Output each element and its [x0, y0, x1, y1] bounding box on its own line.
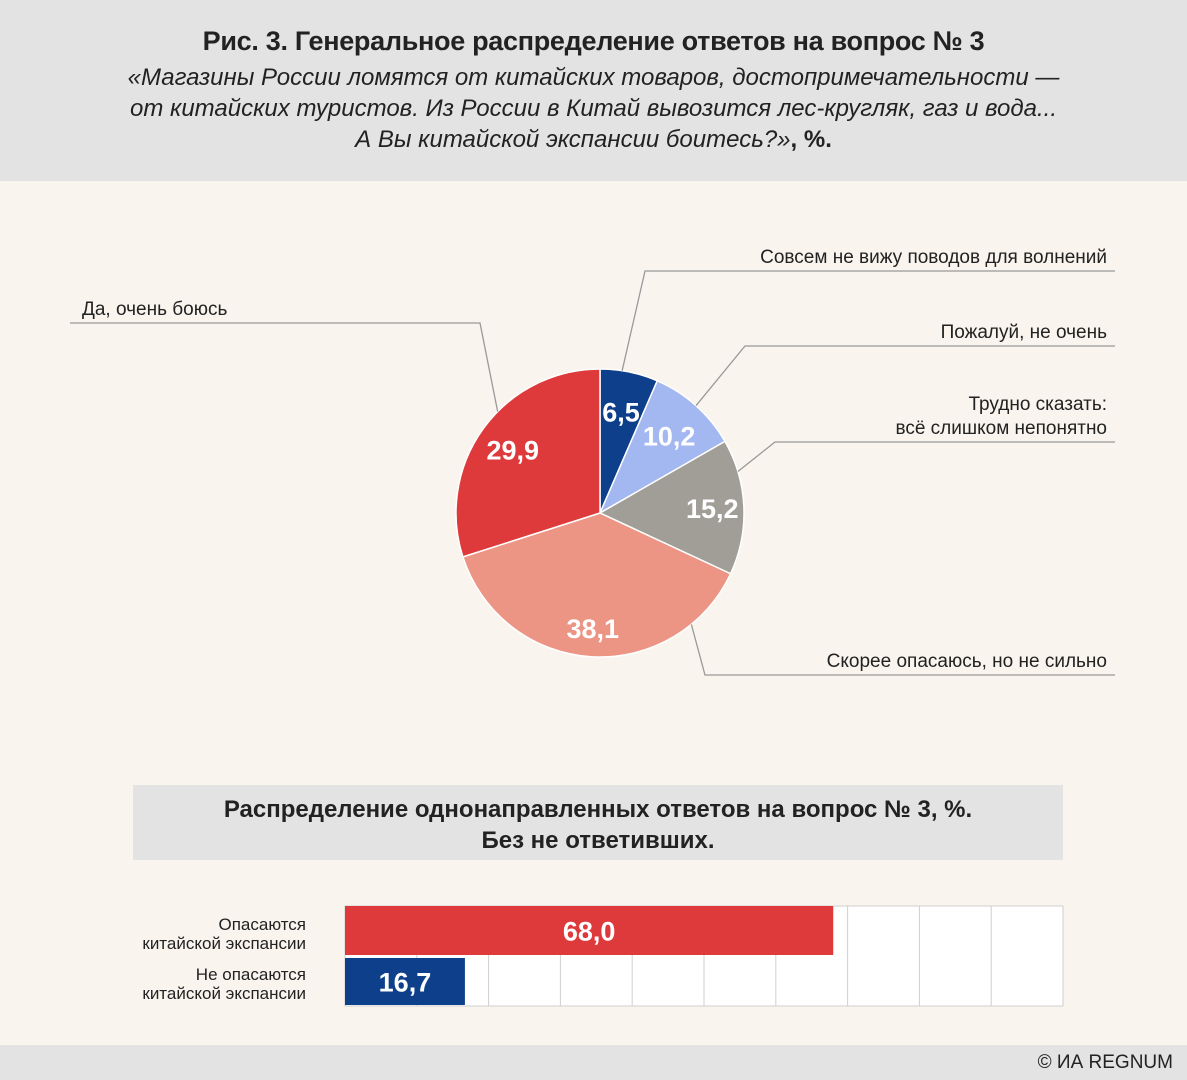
pie-slice-not-really: [598, 379, 726, 515]
figure-title: Рис. 3. Генеральное распределение ответо…: [202, 26, 985, 56]
bar-not-afraid: [345, 958, 465, 1005]
pie-label-uncertain-line-1: Трудно сказать:: [968, 394, 1107, 415]
subtitle-line-3: А Вы китайской экспансии боитесь?»: [355, 126, 791, 153]
pie-label-no-worry: Совсем не вижу поводов для волнений: [760, 247, 1107, 268]
bar-title-line-1: Распределение однонаправленных ответов н…: [223, 796, 973, 823]
bar-afraid: [345, 906, 834, 955]
leader-very-afraid: [70, 322, 499, 412]
copyright: © ИА REGNUM: [1037, 1052, 1173, 1073]
bar-label-not-afraid-line-1: Не опасаются: [195, 965, 306, 984]
bar-label-afraid-line-1: Опасаются: [218, 915, 306, 934]
pie-label-not-really: Пожалуй, не очень: [940, 322, 1107, 343]
bar-value-not-afraid: 16,7: [379, 968, 432, 998]
bar-label-afraid: Опасаются китайской экспансии: [60, 915, 306, 953]
bar-title-line-2: Без не ответивших.: [481, 827, 715, 854]
pie-slice-very-afraid: [455, 368, 601, 558]
pie-slice-uncertain: [598, 440, 745, 575]
pie-label-uncertain: Трудно сказать: всё слишком непонятно: [895, 393, 1107, 441]
bar-label-not-afraid-line-2: китайской экспансии: [142, 984, 306, 1003]
pie-chart: 6,510,2 15,2 38,1 29,9: [70, 270, 1115, 676]
footer: © ИА REGNUM: [0, 1045, 1187, 1080]
pie-value-somewhat: 38,1: [566, 614, 619, 644]
pie-label-very-afraid: Да, очень боюсь: [82, 299, 228, 320]
pie-value-no-worry: 6,5: [602, 397, 640, 427]
subtitle-line-2: от китайских туристов. Из России в Китай…: [129, 95, 1057, 122]
pie-label-somewhat: Скорее опасаюсь, но не сильно: [826, 651, 1107, 672]
bar-chart: 68,0 16,7: [344, 905, 1064, 1007]
leader-not-really: [695, 345, 1115, 407]
leader-no-worry: [621, 270, 1115, 371]
pie-label-uncertain-line-2: всё слишком непонятно: [895, 418, 1107, 439]
pie-value-uncertain: 15,2: [686, 494, 739, 524]
pie-value-not-really: 10,2: [643, 422, 696, 452]
subtitle-suffix: , %.: [790, 126, 832, 153]
bar-value-afraid: 68,0: [563, 917, 616, 947]
bar-label-not-afraid: Не опасаются китайской экспансии: [60, 965, 306, 1003]
figure-subtitle: «Магазины России ломятся от китайских то…: [0, 62, 1187, 155]
leader-uncertain: [737, 441, 1115, 472]
bar-label-afraid-line-2: китайской экспансии: [142, 934, 306, 953]
header: Рис. 3. Генеральное распределение ответо…: [0, 0, 1187, 181]
bar-chart-title: Распределение однонаправленных ответов н…: [133, 785, 1063, 860]
pie-value-very-afraid: 29,9: [486, 435, 539, 465]
pie-slice-somewhat: [461, 512, 732, 658]
leader-somewhat: [690, 624, 1115, 676]
subtitle-line-1: «Магазины России ломятся от китайских то…: [127, 64, 1060, 91]
